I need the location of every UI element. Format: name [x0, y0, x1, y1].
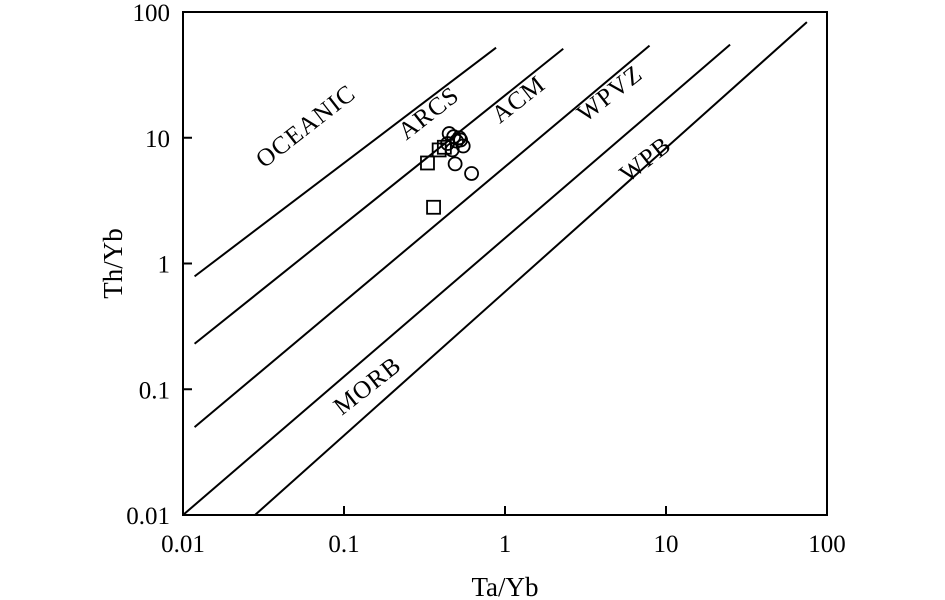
data-point-square: [420, 155, 435, 171]
y-tick-label: 100: [133, 0, 171, 27]
region-label-acm: ACM: [487, 71, 551, 129]
region-label-oceanic: OCEANIC: [251, 80, 361, 174]
y-tick-label: 1: [158, 252, 171, 279]
data-point-circle: [453, 132, 469, 148]
boundary-line-1: [193, 46, 497, 278]
y-tick-label: 0.01: [126, 503, 170, 530]
boundary-line-2: [193, 47, 564, 345]
y-tick-label: 0.1: [139, 377, 170, 404]
x-tick-label: 10: [654, 531, 679, 558]
region-label-wpb: WPB: [615, 131, 677, 187]
boundary-line-4: [182, 43, 731, 516]
data-point-square: [436, 139, 452, 155]
region-label-wpvz: WPVZ: [572, 60, 648, 127]
region-label-morb: MORB: [329, 352, 407, 421]
x-tick-label: 100: [808, 531, 846, 558]
data-point-square: [426, 199, 441, 215]
boundary-line-5: [254, 21, 808, 516]
x-tick-label: 0.1: [328, 531, 359, 558]
y-axis-ticks: 0.01 0.1 1 10 100: [126, 0, 192, 530]
data-point-circle: [447, 156, 463, 172]
data-points: [420, 126, 479, 215]
boundary-line-3: [193, 44, 651, 428]
data-point-circle: [464, 166, 479, 181]
x-axis-ticks: 0.01 0.1 1 10 100: [161, 506, 846, 558]
y-tick-label: 10: [145, 126, 170, 153]
x-axis-label: Ta/Yb: [471, 572, 538, 600]
x-tick-label: 1: [499, 531, 512, 558]
data-point-square: [431, 142, 447, 158]
boundary-lines: [182, 21, 808, 516]
plot-frame: [182, 11, 828, 516]
y-axis-label: Th/Yb: [98, 228, 128, 299]
x-tick-label: 0.01: [161, 531, 205, 558]
